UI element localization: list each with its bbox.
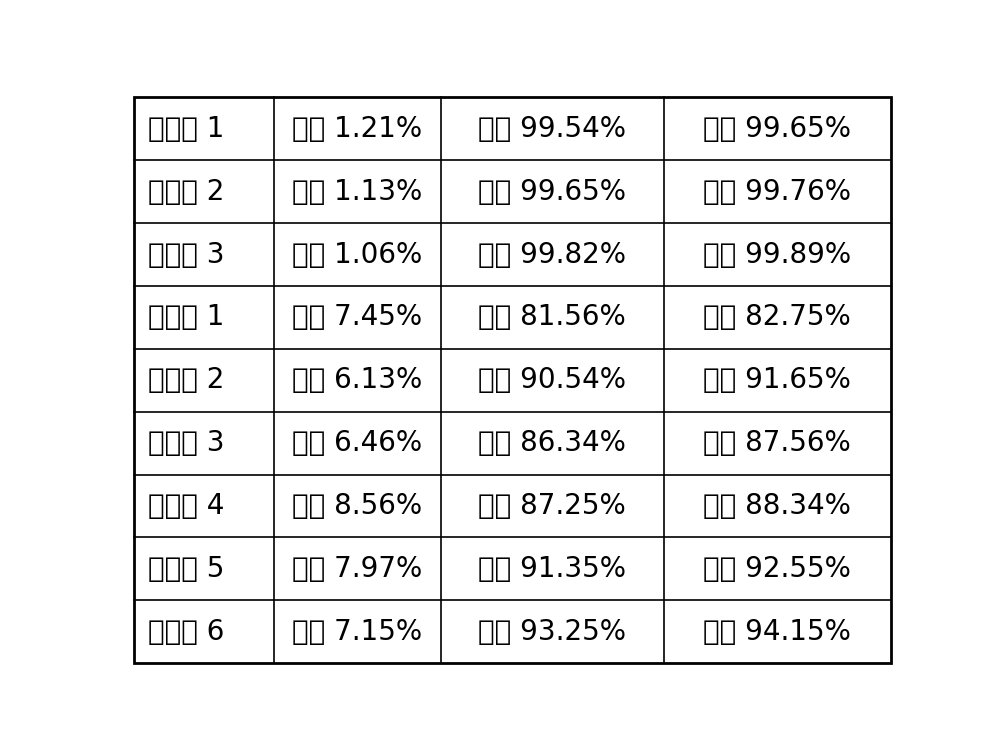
Text: 对比例 3: 对比例 3 xyxy=(148,429,225,457)
Text: 减少 92.55%: 减少 92.55% xyxy=(703,555,851,583)
Text: 减少 82.75%: 减少 82.75% xyxy=(703,303,851,331)
Text: 减少 6.13%: 减少 6.13% xyxy=(292,366,423,395)
Text: 对比例 4: 对比例 4 xyxy=(148,492,225,520)
Text: 减少 1.13%: 减少 1.13% xyxy=(292,178,423,206)
Text: 实施例 3: 实施例 3 xyxy=(148,240,225,269)
Text: 减少 99.89%: 减少 99.89% xyxy=(703,240,851,269)
Text: 减少 91.35%: 减少 91.35% xyxy=(478,555,626,583)
Text: 减少 81.56%: 减少 81.56% xyxy=(478,303,626,331)
Text: 减少 99.82%: 减少 99.82% xyxy=(478,240,626,269)
Text: 减少 7.15%: 减少 7.15% xyxy=(292,617,423,646)
Text: 对比例 6: 对比例 6 xyxy=(148,617,225,646)
Text: 减少 99.54%: 减少 99.54% xyxy=(478,114,626,143)
Text: 实施例 2: 实施例 2 xyxy=(148,178,225,206)
Text: 减少 87.56%: 减少 87.56% xyxy=(703,429,851,457)
Text: 减少 7.97%: 减少 7.97% xyxy=(292,555,423,583)
Text: 减少 94.15%: 减少 94.15% xyxy=(703,617,851,646)
Text: 减少 99.76%: 减少 99.76% xyxy=(703,178,851,206)
Text: 对比例 2: 对比例 2 xyxy=(148,366,225,395)
Text: 对比例 5: 对比例 5 xyxy=(148,555,225,583)
Text: 减少 1.21%: 减少 1.21% xyxy=(292,114,423,143)
Text: 对比例 1: 对比例 1 xyxy=(148,303,225,331)
Text: 减少 7.45%: 减少 7.45% xyxy=(292,303,423,331)
Text: 减少 99.65%: 减少 99.65% xyxy=(703,114,851,143)
Text: 实施例 1: 实施例 1 xyxy=(148,114,225,143)
Text: 减少 90.54%: 减少 90.54% xyxy=(478,366,626,395)
Text: 减少 91.65%: 减少 91.65% xyxy=(703,366,851,395)
Text: 减少 87.25%: 减少 87.25% xyxy=(478,492,626,520)
Text: 减少 88.34%: 减少 88.34% xyxy=(703,492,851,520)
Text: 减少 8.56%: 减少 8.56% xyxy=(292,492,423,520)
Text: 减少 6.46%: 减少 6.46% xyxy=(292,429,423,457)
Text: 减少 86.34%: 减少 86.34% xyxy=(478,429,626,457)
Text: 减少 93.25%: 减少 93.25% xyxy=(478,617,626,646)
Text: 减少 1.06%: 减少 1.06% xyxy=(292,240,423,269)
Text: 减少 99.65%: 减少 99.65% xyxy=(478,178,626,206)
